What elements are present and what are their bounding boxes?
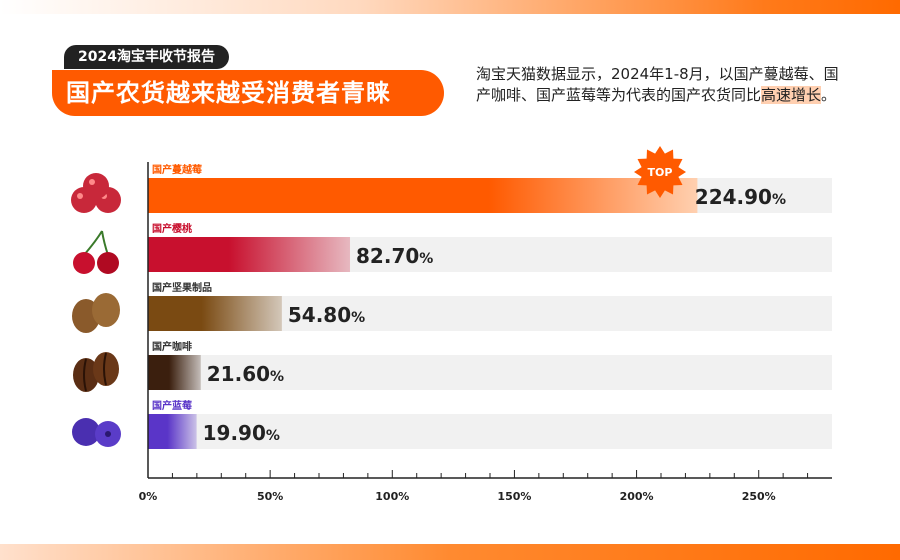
description-highlight: 高速增长 [761,86,822,104]
bar [148,296,282,331]
bar-track [148,355,832,390]
bar [148,178,698,213]
x-tick-label: 50% [257,490,283,503]
top-badge-label: TOP [648,166,673,179]
bar-track [148,414,832,449]
value-label: 21.60% [207,362,284,386]
description: 淘宝天猫数据显示，2024年1-8月，以国产蔓越莓、国产咖啡、国产蓝莓等为代表的… [476,64,848,106]
x-tick-label: 0% [139,490,158,503]
bar [148,414,197,449]
category-label: 国产蔓越莓 [152,163,202,176]
top-badge [634,146,686,198]
blueberry-icon [72,418,121,447]
page-title: 国产农货越来越受消费者青睐 [52,70,444,116]
bar [148,237,351,272]
nut-icon [72,293,120,333]
category-label: 国产咖啡 [152,340,192,353]
x-tick-label: 250% [742,490,776,503]
bottom-gradient-band [0,544,900,560]
bar [148,355,201,390]
x-tick-label: 200% [620,490,654,503]
value-label: 224.90% [695,185,786,209]
cranberry-icon [71,173,121,213]
value-label: 54.80% [288,303,365,327]
description-text: 淘宝天猫数据显示，2024年1-8月，以国产蔓越莓、国产咖啡、国产蓝莓等为代表的… [476,65,839,104]
report-tag: 2024淘宝丰收节报告 [64,45,229,69]
description-end: 。 [821,86,837,104]
value-label: 82.70% [356,244,433,268]
category-label: 国产坚果制品 [152,281,212,294]
cherry-icon [73,230,119,274]
top-gradient-band [0,0,900,14]
category-label: 国产樱桃 [152,222,192,235]
value-label: 19.90% [203,421,280,445]
category-label: 国产蓝莓 [152,399,192,412]
coffee-bean-icon [73,352,119,392]
x-tick-label: 150% [497,490,531,503]
x-tick-label: 100% [375,490,409,503]
